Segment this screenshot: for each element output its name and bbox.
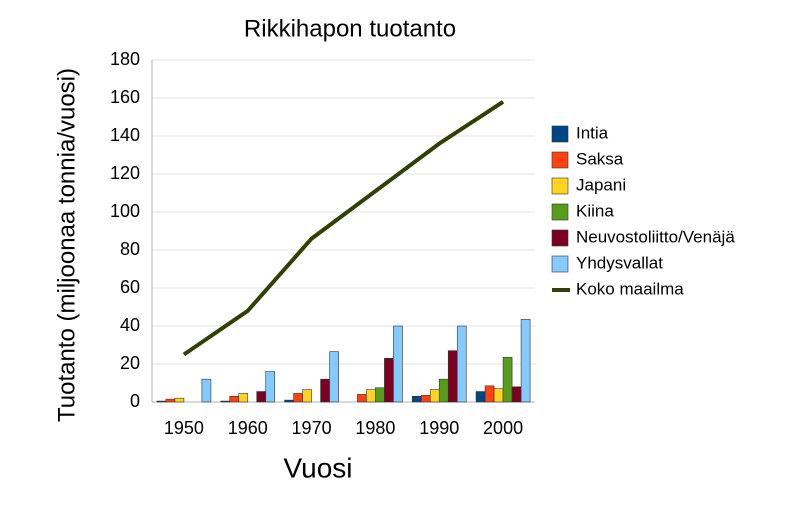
x-tick-label: 1950 — [164, 418, 204, 438]
bar — [420, 395, 431, 403]
legend-label: Saksa — [576, 149, 624, 168]
bar — [229, 395, 240, 403]
bar — [220, 400, 231, 403]
bar — [302, 389, 312, 403]
bar — [438, 378, 449, 403]
bar — [484, 385, 495, 403]
bar — [475, 391, 486, 403]
y-tick-label: 80 — [120, 239, 140, 259]
x-tick-label: 2000 — [483, 418, 523, 438]
bar — [375, 387, 385, 403]
y-tick-label: 60 — [120, 277, 140, 297]
bar — [366, 389, 376, 403]
bar — [293, 393, 303, 403]
bar — [256, 391, 267, 403]
legend-label: Neuvostoliitto/Venäjä — [576, 227, 735, 246]
bar — [329, 351, 339, 403]
legend-swatch — [551, 151, 569, 169]
bar — [165, 398, 176, 403]
x-tick-label: 1990 — [419, 418, 459, 438]
legend-swatch — [551, 177, 569, 195]
legend-swatch — [551, 255, 569, 273]
bar — [411, 395, 422, 403]
bar — [174, 397, 185, 403]
bar — [284, 399, 294, 403]
bar — [393, 325, 403, 403]
bar — [320, 378, 330, 403]
y-tick-label: 160 — [110, 87, 140, 107]
bar — [384, 357, 394, 403]
bar — [502, 357, 513, 403]
legend-swatch — [551, 125, 569, 143]
bar — [447, 350, 458, 403]
x-tick-label: 1960 — [228, 418, 268, 438]
legend-swatch — [551, 229, 569, 247]
bar — [511, 386, 522, 403]
x-tick-label: 1970 — [292, 418, 332, 438]
y-tick-label: 100 — [110, 201, 140, 221]
bar — [156, 400, 167, 403]
y-axis-title: Tuotanto (miljoonaa tonnia/vuosi) — [53, 68, 80, 422]
legend-swatch — [551, 203, 569, 221]
bar — [238, 393, 249, 403]
bar — [493, 388, 504, 403]
y-tick-label: 140 — [110, 125, 140, 145]
bar — [357, 394, 367, 403]
y-tick-label: 0 — [130, 391, 140, 411]
chart-title: Rikkihapon tuotanto — [244, 15, 456, 42]
legend-label: Kiina — [576, 201, 614, 220]
bar — [201, 378, 212, 403]
y-tick-label: 20 — [120, 353, 140, 373]
legend-label: Intia — [576, 123, 609, 142]
bar — [429, 389, 440, 403]
y-tick-label: 180 — [110, 49, 140, 69]
y-tick-label: 40 — [120, 315, 140, 335]
legend-label: Koko maailma — [576, 279, 684, 298]
y-tick-label: 120 — [110, 163, 140, 183]
x-axis-title: Vuosi — [283, 452, 352, 483]
legend-label: Yhdysvallat — [576, 253, 663, 272]
line — [182, 100, 505, 357]
x-tick-label: 1980 — [355, 418, 395, 438]
bar — [520, 319, 531, 403]
bar — [265, 371, 276, 403]
legend-label: Japani — [576, 175, 626, 194]
bar — [456, 325, 467, 403]
